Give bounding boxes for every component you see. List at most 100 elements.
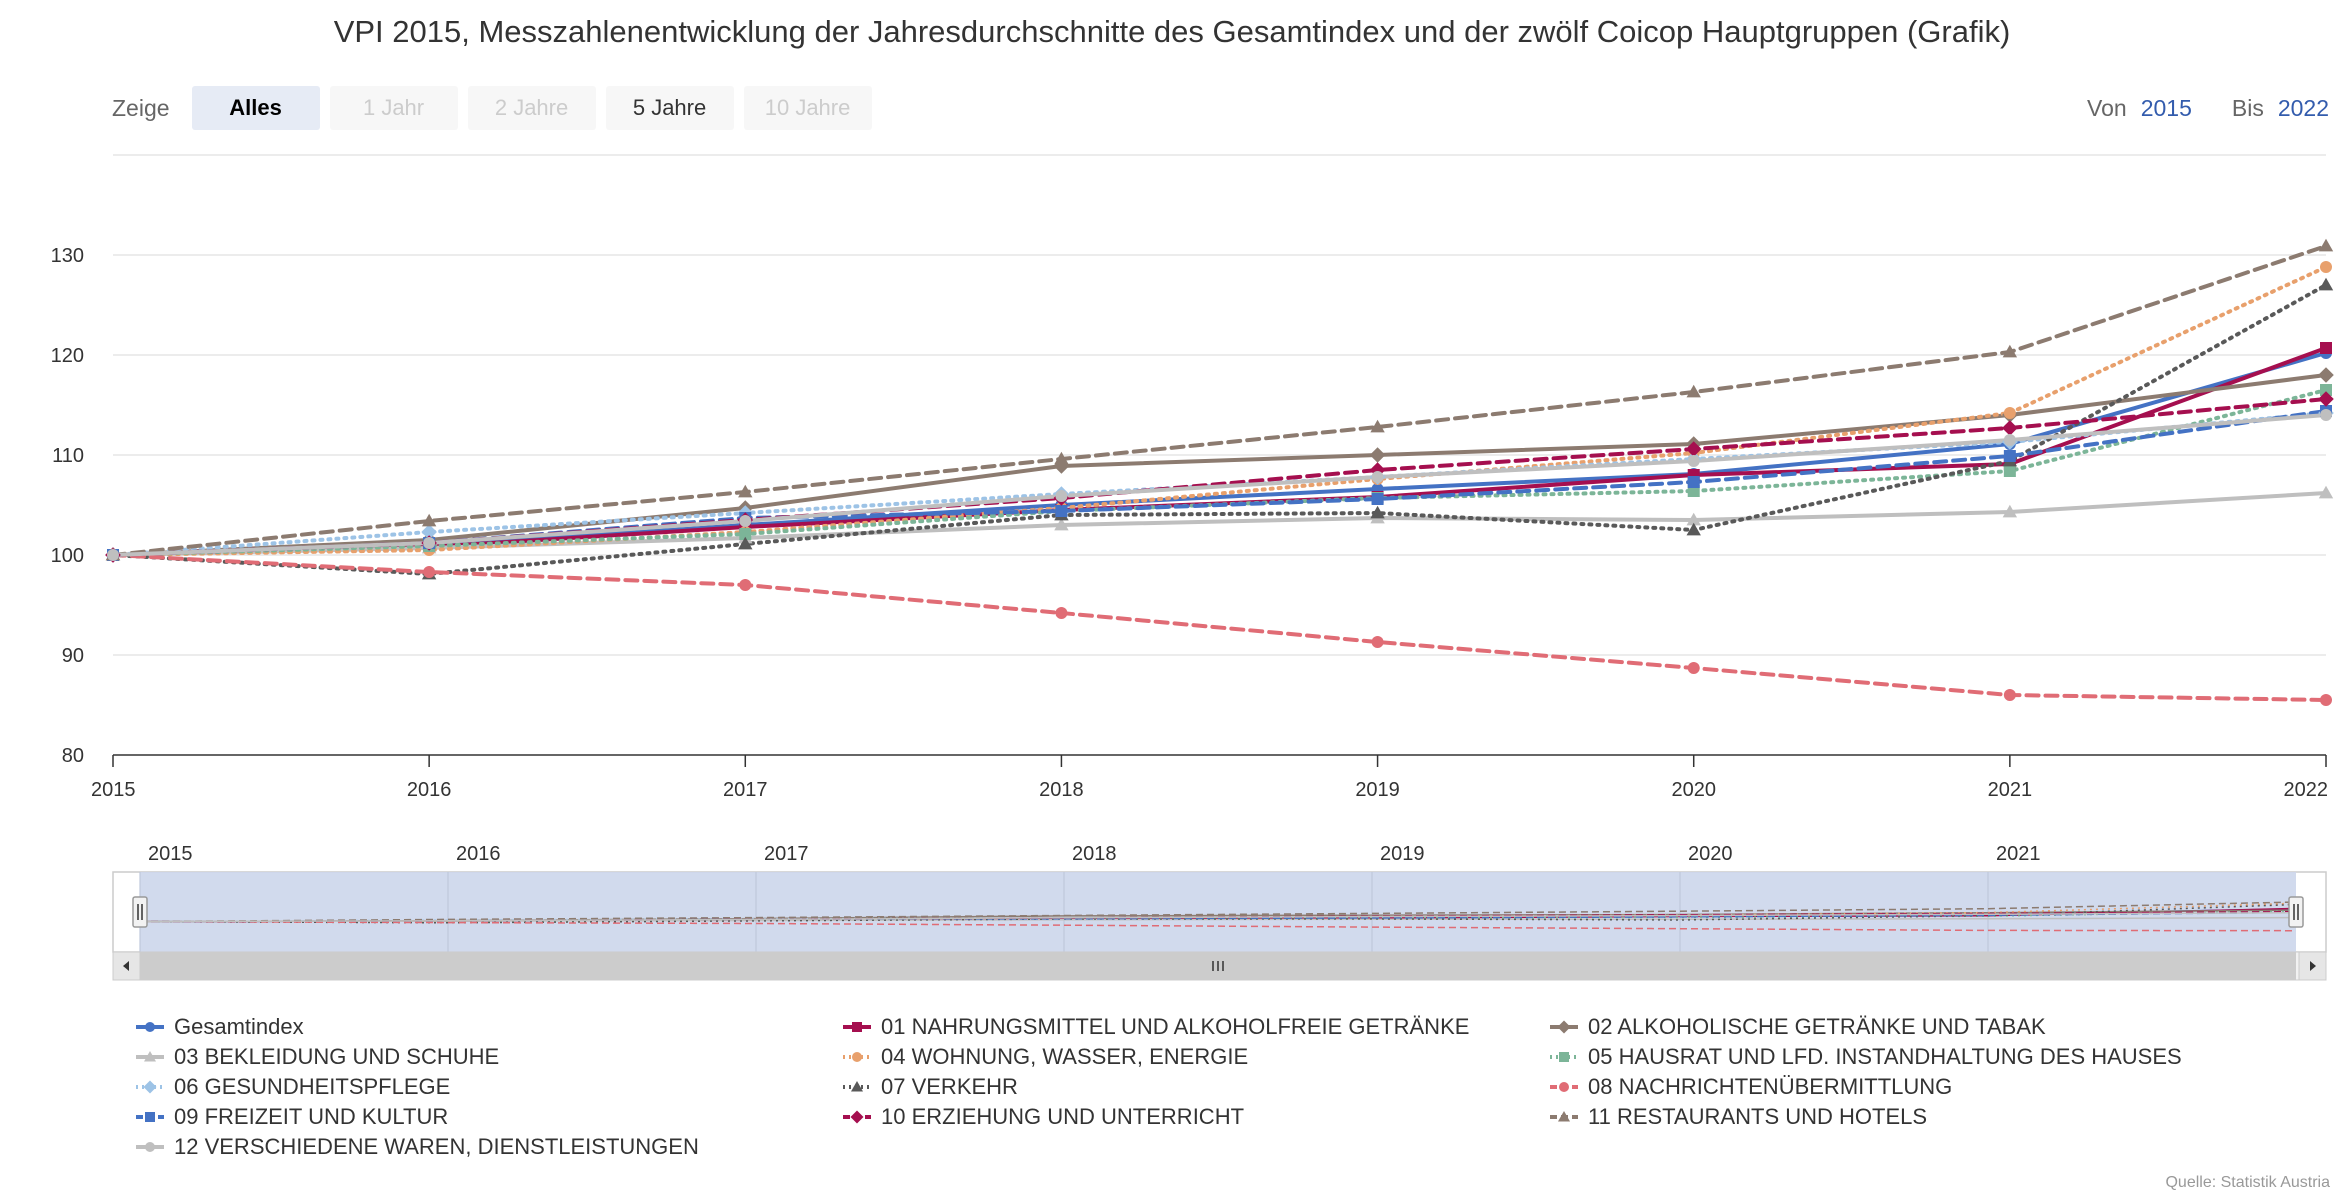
legend-marker-06-gesundheitspflege — [143, 1080, 157, 1094]
navigator-handle-left[interactable] — [132, 896, 148, 928]
data-point-05-hausrat-und-lfd-instandhaltung-des-hauses-2022[interactable] — [2320, 384, 2332, 396]
to-date-input[interactable]: 2022 — [2277, 94, 2329, 121]
data-point-02-alkoholische-getraenke-und-tabak-2019[interactable] — [1369, 447, 1386, 463]
zoom-1-year-button: 1 Jahr — [329, 86, 458, 130]
data-point-12-verschiedene-waren-dienstleistungen-2016[interactable] — [423, 537, 436, 549]
series-line-08-nachrichtenuebermittlung[interactable] — [111, 553, 2328, 702]
data-point-11-restaurants-und-hotels-2020[interactable] — [1686, 384, 1701, 398]
legend-marker-10-erziehung-und-unterricht — [850, 1110, 864, 1124]
navigator-handle-right[interactable] — [2288, 896, 2304, 928]
data-point-12-verschiedene-waren-dienstleistungen-2021[interactable] — [2003, 434, 2016, 446]
data-point-12-verschiedene-waren-dienstleistungen-2022[interactable] — [2320, 409, 2332, 421]
series-line-04-wohnung-wasser-energie[interactable] — [111, 265, 2328, 557]
data-point-09-freizeit-und-kultur-2021[interactable] — [2003, 450, 2016, 462]
navigator-series-09-freizeit-und-kultur — [139, 911, 2297, 923]
legend-label: 12 VERSCHIEDENE WAREN, DIENSTLEISTUNGEN — [174, 1134, 699, 1159]
data-point-12-verschiedene-waren-dienstleistungen-2017[interactable] — [739, 515, 752, 527]
legend-item-02-alkoholische-getraenke-und-tabak[interactable]: 02 ALKOHOLISCHE GETRÄNKE UND TABAK — [1548, 1012, 2046, 1042]
gridlines — [113, 154, 2326, 656]
zoom-all-button[interactable]: Alles — [191, 86, 320, 130]
data-point-07-verkehr-2020[interactable] — [1686, 522, 1701, 536]
data-point-03-bekleidung-und-schuhe-2021[interactable] — [2002, 504, 2018, 518]
legend-marker-03-bekleidung-und-schuhe — [144, 1051, 156, 1062]
data-point-08-nachrichtenuebermittlung-2021[interactable] — [2003, 689, 2016, 701]
legend-symbol-04-wohnung-wasser-energie — [843, 1052, 871, 1062]
data-point-12-verschiedene-waren-dienstleistungen-2015[interactable] — [107, 549, 119, 561]
data-point-08-nachrichtenuebermittlung-2018[interactable] — [1055, 607, 1068, 619]
data-point-07-verkehr-2017[interactable] — [738, 536, 753, 550]
series-markers — [105, 238, 2334, 706]
data-point-05-hausrat-und-lfd-instandhaltung-des-hauses-2021[interactable] — [2003, 465, 2016, 477]
legend-label: 04 WOHNUNG, WASSER, ENERGIE — [881, 1044, 1249, 1069]
data-point-11-restaurants-und-hotels-2022[interactable] — [2318, 238, 2334, 252]
data-point-11-restaurants-und-hotels-2021[interactable] — [2002, 344, 2018, 358]
legend-item-01-nahrungsmittel-und-alkoholfreie-getraenke[interactable]: 01 NAHRUNGSMITTEL UND ALKOHOLFREIE GETRÄ… — [841, 1012, 1469, 1042]
data-point-08-nachrichtenuebermittlung-2020[interactable] — [1687, 662, 1700, 674]
data-point-05-hausrat-und-lfd-instandhaltung-des-hauses-2017[interactable] — [739, 528, 752, 540]
legend-item-gesamtindex[interactable]: Gesamtindex — [134, 1012, 304, 1042]
range-selector: Zeige Alles 1 Jahr 2 Jahre 5 Jahre 10 Ja… — [112, 86, 882, 130]
data-point-11-restaurants-und-hotels-2018[interactable] — [1054, 451, 1069, 465]
series-line-12-verschiedene-waren-dienstleistungen[interactable] — [111, 413, 2328, 557]
legend-marker-07-verkehr — [851, 1081, 863, 1092]
data-point-08-nachrichtenuebermittlung-2017[interactable] — [739, 579, 752, 591]
data-point-02-alkoholische-getraenke-und-tabak-2022[interactable] — [2318, 367, 2334, 383]
zoom-10-years-button: 10 Jahre — [743, 86, 872, 130]
grip-lines-icon[interactable] — [1212, 961, 1224, 971]
x-axis: 2015 2016 2017 2018 2019 2020 2021 2022 — [91, 754, 2328, 801]
series-line-gesamtindex[interactable] — [111, 351, 2328, 557]
series-line-07-verkehr[interactable] — [111, 283, 2328, 576]
arrow-right-icon — [2310, 961, 2316, 971]
legend-item-11-restaurants-und-hotels[interactable]: 11 RESTAURANTS UND HOTELS — [1548, 1102, 1927, 1132]
data-point-03-bekleidung-und-schuhe-2020[interactable] — [1686, 512, 1701, 526]
data-point-07-verkehr-2019[interactable] — [1370, 505, 1385, 519]
data-point-12-verschiedene-waren-dienstleistungen-2018[interactable] — [1055, 490, 1068, 502]
data-point-09-freizeit-und-kultur-2019[interactable] — [1371, 493, 1384, 505]
data-point-01-nahrungsmittel-und-alkoholfreie-getraenke-2022[interactable] — [2320, 342, 2332, 354]
legend-item-12-verschiedene-waren-dienstleistungen[interactable]: 12 VERSCHIEDENE WAREN, DIENSTLEISTUNGEN — [134, 1132, 699, 1162]
legend-item-03-bekleidung-und-schuhe[interactable]: 03 BEKLEIDUNG UND SCHUHE — [134, 1042, 499, 1072]
navigator[interactable]: 2015 2016 2017 2018 2019 2020 2021 — [112, 843, 2327, 981]
data-point-11-restaurants-und-hotels-2016[interactable] — [421, 513, 437, 527]
data-point-10-erziehung-und-unterricht-2020[interactable] — [1685, 441, 1702, 457]
legend-symbol-09-freizeit-und-kultur — [136, 1112, 164, 1122]
series-line-01-nahrungsmittel-und-alkoholfreie-getraenke[interactable] — [111, 346, 2328, 557]
series-line-10-erziehung-und-unterricht[interactable] — [111, 397, 2328, 557]
date-range-inputs: Von 2015 Bis 2022 — [2087, 86, 2329, 130]
legend-item-10-erziehung-und-unterricht[interactable]: 10 ERZIEHUNG UND UNTERRICHT — [841, 1102, 1244, 1132]
data-point-07-verkehr-2022[interactable] — [2318, 277, 2334, 291]
series-line-11-restaurants-und-hotels[interactable] — [111, 244, 2328, 557]
data-point-11-restaurants-und-hotels-2017[interactable] — [738, 484, 753, 498]
zoom-5-years-button[interactable]: 5 Jahre — [605, 86, 734, 130]
y-tick-label-80: 80 — [62, 745, 84, 767]
data-point-08-nachrichtenuebermittlung-2016[interactable] — [423, 566, 436, 578]
data-point-04-wohnung-wasser-energie-2022[interactable] — [2320, 261, 2332, 273]
data-point-11-restaurants-und-hotels-2019[interactable] — [1370, 419, 1385, 433]
x-tick-label-2019: 2019 — [1355, 779, 1400, 801]
data-point-08-nachrichtenuebermittlung-2019[interactable] — [1371, 636, 1384, 648]
data-point-04-wohnung-wasser-energie-2021[interactable] — [2003, 407, 2016, 419]
data-point-08-nachrichtenuebermittlung-2022[interactable] — [2320, 694, 2332, 706]
from-date-input[interactable]: 2015 — [2140, 94, 2192, 121]
legend-item-08-nachrichtenuebermittlung[interactable]: 08 NACHRICHTENÜBERMITTLUNG — [1548, 1072, 1952, 1102]
data-point-12-verschiedene-waren-dienstleistungen-2019[interactable] — [1371, 471, 1384, 483]
scrollbar-right-button[interactable] — [2298, 951, 2327, 981]
data-point-03-bekleidung-und-schuhe-2018[interactable] — [1054, 517, 1069, 531]
data-point-12-verschiedene-waren-dienstleistungen-2020[interactable] — [1687, 455, 1700, 467]
legend-item-04-wohnung-wasser-energie[interactable]: 04 WOHNUNG, WASSER, ENERGIE — [841, 1042, 1248, 1072]
data-point-09-freizeit-und-kultur-2018[interactable] — [1055, 505, 1068, 517]
legend-item-07-verkehr[interactable]: 07 VERKEHR — [841, 1072, 1018, 1102]
navigator-mask[interactable] — [140, 872, 2296, 952]
data-point-03-bekleidung-und-schuhe-2022[interactable] — [2318, 485, 2334, 499]
data-point-09-freizeit-und-kultur-2020[interactable] — [1687, 476, 1700, 488]
legend-symbol-05-hausrat-und-lfd-instandhaltung-des-hauses — [1550, 1052, 1578, 1062]
scrollbar-left-button[interactable] — [112, 951, 141, 981]
data-point-10-erziehung-und-unterricht-2021[interactable] — [2002, 420, 2018, 436]
data-point-10-erziehung-und-unterricht-2022[interactable] — [2318, 391, 2334, 407]
zoom-2-years-button: 2 Jahre — [467, 86, 596, 130]
navigator-tick-label-2017: 2017 — [764, 843, 809, 865]
data-point-06-gesundheitspflege-2016[interactable] — [421, 524, 437, 540]
legend-item-09-freizeit-und-kultur[interactable]: 09 FREIZEIT UND KULTUR — [134, 1102, 448, 1132]
legend-item-06-gesundheitspflege[interactable]: 06 GESUNDHEITSPFLEGE — [134, 1072, 450, 1102]
legend-item-05-hausrat-und-lfd-instandhaltung-des-hauses[interactable]: 05 HAUSRAT UND LFD. INSTANDHALTUNG DES H… — [1548, 1042, 2182, 1072]
